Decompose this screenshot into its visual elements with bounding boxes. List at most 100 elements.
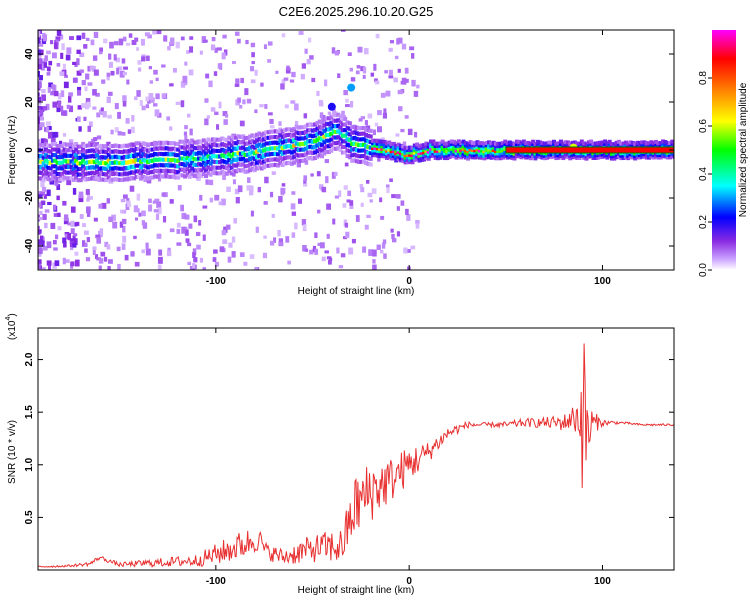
spectrogram-ridge-cell: [426, 156, 431, 161]
spectrogram-ridge-cell: [169, 174, 174, 179]
spectrogram-noise-cell: [90, 39, 95, 46]
spectrogram-noise-cell: [303, 224, 307, 231]
spectrogram-ridge-cell: [148, 175, 153, 180]
spectrogram-ridge-cell: [273, 157, 278, 162]
spectrogram-ridge-cell: [519, 140, 524, 145]
spectrogram-noise-cell: [413, 90, 419, 97]
spectrogram-ridge-cell: [461, 142, 466, 147]
spectrogram-ridge-cell: [252, 145, 257, 150]
spectrogram-noise-cell: [59, 105, 64, 112]
y-tick-label: 40: [24, 48, 35, 60]
spectrogram-ridge-cell: [449, 153, 454, 158]
spectrogram-ridge-cell: [178, 162, 183, 167]
spectrogram-ridge-cell: [199, 162, 204, 167]
spectrogram-ridge-cell: [320, 120, 325, 125]
spectrogram-noise-cell: [260, 82, 264, 87]
spectrogram-ridge-cell: [322, 123, 327, 128]
spectrogram-noise-cell: [85, 73, 90, 80]
spectrogram-ridge-cell: [317, 125, 322, 130]
spectrogram-noise-cell: [338, 265, 344, 269]
spectrogram-ridge-cell: [640, 154, 645, 159]
spectrogram-ridge-cell: [454, 155, 459, 160]
spectrogram-ridge-cell: [380, 151, 385, 156]
spectrogram-ridge-cell: [429, 139, 434, 144]
spectrogram-ridge-cell: [456, 144, 461, 149]
spectrogram-ridge-cell: [556, 141, 561, 146]
spectrogram-ridge-cell: [194, 151, 199, 156]
spectrogram-noise-cell: [254, 267, 258, 270]
spectrogram-ridge-cell: [106, 152, 111, 157]
spectrogram-ridge-cell: [371, 153, 376, 158]
spectrogram-noise-cell: [199, 50, 203, 55]
spectrogram-ridge-cell: [663, 152, 668, 157]
spectrogram-ridge-cell: [213, 154, 218, 159]
spectrogram-ridge-cell: [81, 141, 86, 146]
spectrogram-ridge-cell: [507, 152, 512, 157]
spectrogram-ridge-cell: [326, 144, 331, 149]
spectrogram-ridge-cell: [245, 135, 250, 140]
spectrogram-ridge-cell: [487, 145, 492, 150]
spectrogram-ridge-cell: [90, 142, 95, 147]
spectrogram-noise-cell: [175, 101, 181, 106]
spectrogram-ridge-cell: [535, 142, 540, 147]
spectrogram-ridge-cell: [248, 151, 253, 156]
spectrogram-ridge-cell: [248, 145, 253, 150]
spectrogram-ridge-cell: [354, 136, 359, 141]
spectrogram-ridge-cell: [456, 151, 461, 156]
spectrogram-ridge-cell: [387, 147, 392, 152]
spectrogram-ridge-cell: [236, 139, 241, 144]
spectrogram-ridge-cell: [357, 137, 362, 142]
spectrogram-noise-cell: [415, 220, 420, 225]
spectrogram-ridge-cell: [262, 137, 267, 142]
spectrogram-ridge-cell: [250, 133, 255, 138]
spectrogram-ridge-cell: [129, 142, 134, 147]
spectrogram-ridge-cell: [289, 128, 294, 133]
spectrogram-ridge-cell: [74, 164, 79, 169]
spectrogram-noise-cell: [40, 200, 46, 204]
spectrogram-ridge-cell: [528, 141, 533, 146]
spectrogram-ridge-cell: [672, 152, 674, 157]
spectrogram-noise-cell: [38, 225, 40, 230]
spectrogram-ridge-cell: [670, 139, 674, 144]
spectrogram-ridge-cell: [535, 139, 540, 144]
spectrogram-ridge-cell: [507, 142, 512, 147]
spectrogram-ridge-cell: [229, 160, 234, 165]
spectrogram-ridge-cell: [250, 167, 255, 172]
spectrogram-ridge-cell: [482, 153, 487, 158]
spectrogram-ridge-cell: [545, 153, 550, 158]
spectrogram-ridge-cell: [294, 147, 299, 152]
spectrogram-ridge-cell: [190, 144, 195, 149]
spectrogram-noise-cell: [180, 100, 185, 108]
spectrogram-noise-cell: [377, 126, 382, 133]
spectrogram-ridge-cell: [619, 156, 624, 161]
spectrogram-ridge-cell: [651, 143, 656, 148]
spectrogram-ridge-cell: [264, 147, 269, 152]
spectrogram-ridge-cell: [568, 156, 573, 161]
spectrogram-ridge-cell: [192, 140, 197, 145]
spectrogram-ridge-cell: [607, 139, 612, 144]
spectrogram-ridge-cell: [213, 137, 218, 142]
spectrogram-ridge-cell: [294, 141, 299, 146]
spectrogram-ridge-cell: [97, 155, 102, 160]
spectrogram-ridge-cell: [194, 140, 199, 145]
spectrogram-noise-cell: [231, 251, 236, 258]
spectrogram-noise-cell: [122, 235, 127, 243]
spectrogram-ridge-cell: [71, 161, 76, 166]
spectrogram-ridge-cell: [159, 163, 164, 168]
spectrogram-ridge-cell: [510, 155, 515, 160]
spectrogram-noise-cell: [403, 247, 408, 254]
spectrogram-ridge-cell: [542, 141, 547, 146]
spectrogram-ridge-cell: [398, 158, 403, 163]
spectrogram-ridge-cell: [412, 145, 417, 150]
spectrogram-ridge-cell: [169, 163, 174, 168]
spectrogram-noise-cell: [56, 107, 61, 113]
spectrogram-ridge-cell: [41, 155, 46, 160]
spectrogram-ridge-cell: [510, 141, 515, 146]
spectrogram-ridge-cell: [568, 153, 573, 158]
spectrogram-ridge-cell: [475, 145, 480, 150]
spectrogram-noise-cell: [226, 224, 231, 230]
spectrogram-noise-cell: [407, 128, 413, 136]
spectrogram-ridge-cell: [169, 169, 174, 174]
spectrogram-ridge-cell: [366, 133, 371, 138]
spectrogram-ridge-cell: [71, 155, 76, 160]
